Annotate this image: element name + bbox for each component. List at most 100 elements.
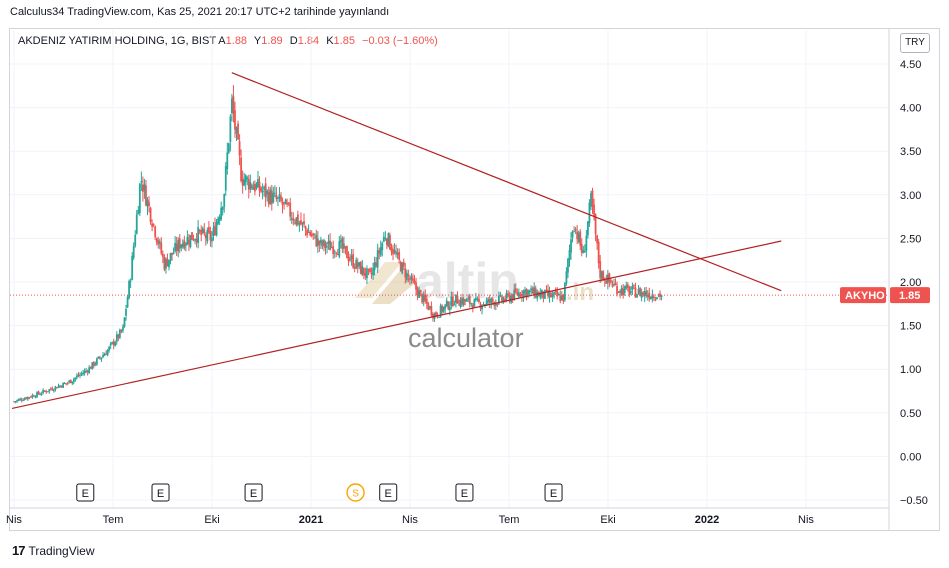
candle-body [387, 233, 390, 247]
price-axis-label: 4.50 [900, 59, 921, 71]
candle-body [496, 303, 499, 305]
candle-body [634, 287, 637, 298]
candle-body [557, 293, 560, 296]
candle [126, 294, 129, 308]
candle [548, 286, 551, 303]
candle-body [226, 152, 229, 169]
candle-body [212, 227, 215, 236]
candle [524, 286, 526, 298]
candle [224, 161, 227, 196]
candle-body [39, 394, 41, 396]
candle [135, 209, 138, 235]
candle-body [333, 251, 336, 253]
candle [252, 181, 255, 190]
candle-body [396, 253, 399, 256]
candle-body [99, 357, 101, 359]
candle [40, 391, 43, 396]
candle-body [507, 293, 510, 295]
candle-body [264, 183, 267, 198]
price-axis[interactable]: 4.50 4.00 3.50 3.00 2.50 2.00 1.50 1.00 0.50 0.00… [888, 29, 928, 530]
candle-body [181, 243, 184, 248]
earnings-letter: E [82, 488, 89, 500]
candle [327, 234, 330, 250]
candle [640, 288, 643, 302]
candle [85, 367, 88, 374]
candle [95, 357, 98, 366]
price-axis-label: 0.00 [900, 451, 921, 463]
candle [350, 249, 353, 266]
candle-body [261, 190, 264, 193]
candle [577, 230, 580, 244]
candle-body [352, 254, 355, 268]
candle-body [583, 250, 586, 253]
candle-body [629, 291, 632, 294]
candle [152, 223, 155, 228]
candle-body [522, 290, 525, 299]
price-axis-label: 1.50 [900, 321, 921, 333]
candle-body [115, 334, 118, 342]
candle [149, 206, 152, 225]
candle [387, 232, 390, 248]
candle-body [412, 278, 414, 281]
candle [329, 233, 332, 251]
candle-body [316, 238, 319, 247]
candle-body [137, 210, 140, 215]
candle-body [554, 290, 557, 292]
candle-body [298, 223, 301, 225]
time-axis-label: Nis [6, 514, 22, 526]
candle [560, 291, 563, 301]
candle-body [425, 298, 428, 304]
candle-body [214, 225, 216, 235]
candle-body [370, 273, 373, 275]
candle [186, 230, 189, 246]
candle-body [504, 299, 506, 301]
candle [573, 226, 575, 233]
candle [344, 245, 347, 255]
candle [588, 199, 591, 227]
trendlines[interactable] [11, 72, 782, 410]
candle-body [464, 299, 467, 302]
candle-body [177, 240, 180, 252]
candle [277, 196, 279, 206]
time-axis-label: Eki [600, 514, 615, 526]
candle [269, 186, 272, 206]
candle [373, 256, 376, 276]
candle-body [424, 294, 427, 301]
candle-body [521, 294, 523, 297]
candle-body [346, 246, 348, 259]
candle-body [269, 189, 272, 204]
currency-button[interactable]: TRY [900, 33, 930, 53]
candle [23, 396, 26, 401]
candle-body [534, 288, 537, 298]
candle-body [183, 240, 186, 249]
candle-body [623, 286, 626, 294]
candle [217, 216, 219, 226]
publish-info: Calculus34 TradingView.com, Kas 25, 2021… [10, 6, 390, 18]
candle-body [596, 235, 599, 244]
candle [261, 183, 264, 200]
candle-body [620, 287, 623, 295]
candle [138, 182, 141, 216]
candle [204, 232, 207, 246]
time-axis[interactable]: Nis Tem Eki 2021 Nis Tem Eki 2022 Nis [6, 507, 889, 526]
price-axis-label: 1.00 [900, 364, 921, 376]
candle-body [296, 214, 299, 225]
candle-body [350, 255, 353, 259]
candle-body [320, 239, 322, 243]
candle-body [533, 287, 536, 296]
candle-body [143, 184, 146, 191]
earnings-letter: E [461, 488, 468, 500]
candle [194, 238, 196, 245]
candle [114, 340, 117, 347]
candle [65, 383, 68, 386]
candle-body [118, 329, 121, 338]
candle-body [516, 291, 519, 296]
candle-body [427, 303, 430, 310]
candle [284, 198, 287, 205]
candle [68, 379, 71, 384]
candle-body [576, 231, 579, 240]
candle-body [280, 196, 282, 202]
candle-body [129, 280, 132, 282]
candle [508, 291, 511, 304]
